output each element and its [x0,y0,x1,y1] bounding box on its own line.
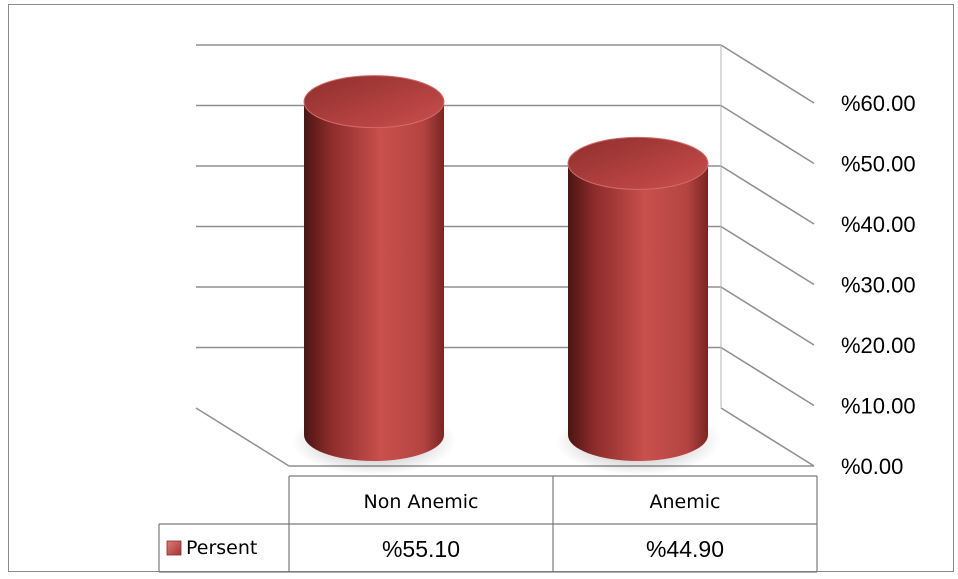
gridline-side [720,407,815,467]
gridline-side [720,286,815,346]
gridline-side [720,346,815,407]
floor-edge-left [195,407,290,467]
legend-label: Persent [186,537,257,559]
bar-top [567,136,709,190]
bar-cylinder [292,75,456,475]
chart-frame: %0.00 %10.00 %20.00 %30.00 %40.00 %50.00 %60.0… [8,4,954,573]
bar-cylinder [556,136,720,475]
data-label: %55.10 [382,536,460,562]
gridline-side [720,104,815,165]
gridline-side [720,165,815,225]
data-table: Non Anemic Anemic %55.10 %44.90 Persent [158,475,818,573]
chart-svg: %0.00 %10.00 %20.00 %30.00 %40.00 %50.00 %60.0… [158,44,916,573]
x-category-label: Anemic [650,491,721,513]
gridline-side [720,225,815,286]
gridline-side [720,44,815,104]
data-label: %44.90 [646,536,724,562]
bar-top [303,75,445,129]
bar-body [568,163,708,461]
y-tick-label: %30.00 [841,273,916,298]
gridlines [196,44,815,467]
bars [292,75,720,475]
x-category-label: Non Anemic [364,491,479,513]
y-tick-label: %50.00 [841,152,916,177]
y-tick-label: %60.00 [841,91,916,116]
y-tick-label: %40.00 [841,212,916,237]
floor [195,45,814,467]
y-tick-label: %0.00 [841,454,903,479]
bar-body [304,101,444,462]
y-tick-label: %10.00 [841,394,916,419]
y-axis-ticks: %0.00 %10.00 %20.00 %30.00 %40.00 %50.00 %60.0… [841,91,916,479]
legend-swatch [166,540,182,556]
y-tick-label: %20.00 [841,333,916,358]
